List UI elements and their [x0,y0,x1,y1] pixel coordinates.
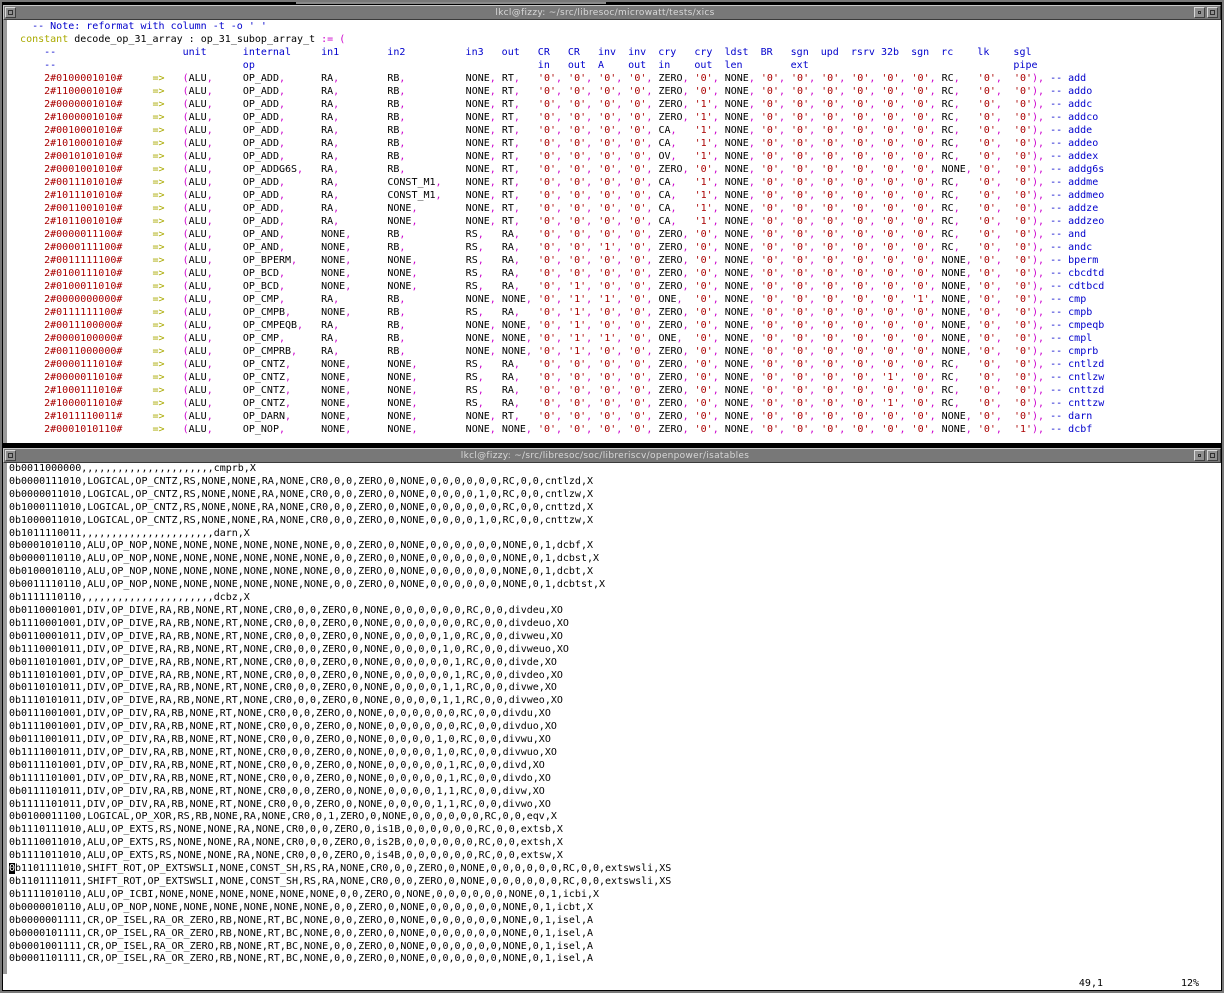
minimize-button-vhdl[interactable] [1194,7,1205,18]
window-title-vhdl: lkcl@fizzy: ~/src/libresoc/microwatt/tes… [495,7,715,18]
minimize-button-csv[interactable] [1194,450,1205,461]
vhdl-source-text[interactable]: -- Note: reformat with column -t -o ' ' … [8,21,1105,435]
window-title-csv: lkcl@fizzy: ~/src/libresoc/soc/librerisc… [460,450,750,461]
window-csv-editor[interactable]: lkcl@fizzy: ~/src/libresoc/soc/librerisc… [2,447,1222,991]
window-menu-button-vhdl[interactable] [5,7,16,18]
desktop-window-tab[interactable] [296,0,606,5]
titlebar-csv[interactable]: lkcl@fizzy: ~/src/libresoc/soc/librerisc… [3,448,1221,463]
titlebar-vhdl[interactable]: lkcl@fizzy: ~/src/libresoc/microwatt/tes… [3,5,1221,20]
window-body-csv: 0b0011000000,,,,,,,,,,,,,,,,,,,,,,cmprb,… [3,463,1221,990]
scroll-gutter-csv[interactable] [3,463,8,990]
cursor-position: 49,1 [1078,978,1103,989]
desktop-top-strip [0,0,1224,4]
window-body-vhdl: -- Note: reformat with column -t -o ' ' … [3,20,1221,443]
maximize-button-csv[interactable] [1207,450,1218,461]
window-vhdl-editor[interactable]: lkcl@fizzy: ~/src/libresoc/microwatt/tes… [2,4,1222,444]
terminal-vhdl[interactable]: -- Note: reformat with column -t -o ' ' … [8,20,1221,443]
scroll-percent: 12% [1180,978,1199,989]
window-menu-button-csv[interactable] [5,450,16,461]
maximize-button-vhdl[interactable] [1207,7,1218,18]
vim-status-bar: 49,1 12% [3,974,1221,990]
terminal-csv[interactable]: 0b0011000000,,,,,,,,,,,,,,,,,,,,,,cmprb,… [8,463,1221,990]
csv-source-text[interactable]: 0b0011000000,,,,,,,,,,,,,,,,,,,,,,cmprb,… [9,463,672,965]
scroll-gutter-vhdl[interactable] [3,20,8,443]
